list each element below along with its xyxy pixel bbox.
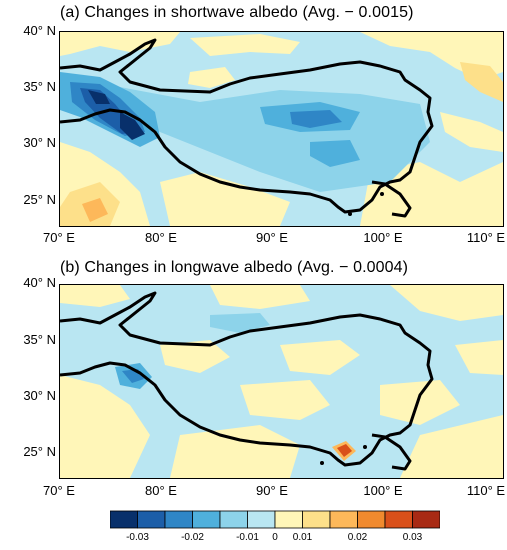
panel-a-title: (a) Changes in shortwave albedo (Avg. − … [60,4,414,21]
panel-b-lon-label: 110° E [466,483,506,498]
colorbar-tick-label: 0 [272,532,278,543]
colorbar-swatch [219,510,248,529]
colorbar-swatch [357,510,386,529]
colorbar-swatch [384,510,413,529]
panel-a-lon-label: 110° E [466,230,506,245]
colorbar-swatch [329,510,358,529]
panel-b-lon-label: 80° E [145,483,177,498]
panel-b-lat-label: 25° N [23,444,56,459]
colorbar-swatch [164,510,193,529]
colorbar-tick-label: 0.02 [347,532,368,543]
colorbar-tick-label: -0.01 [236,532,259,543]
panel-b-lon-label: 90° E [256,483,288,498]
panel-a-lon-label: 80° E [145,230,177,245]
colorbar-swatch [302,510,331,529]
panel-b-lat-label: 30° N [23,388,56,403]
panel-a-lat-label: 35° N [23,79,56,94]
colorbar-swatch [412,510,440,529]
panel-a-contour-field [60,32,503,226]
panel-b-lon-label: 70° E [43,483,75,498]
colorbar [110,510,440,529]
panel-b-map [59,284,504,479]
colorbar-labels: -0.03 -0.02 -0.01 0 0.01 0.02 0.03 [110,532,440,546]
colorbar-swatch [247,510,276,529]
panel-b-lon-label: 100° E [363,483,403,498]
panel-a-lon-label: 90° E [256,230,288,245]
panel-b-lat-label: 40° N [23,275,56,290]
panel-a-lat-label: 30° N [23,135,56,150]
colorbar-swatch [192,510,221,529]
panel-a-lat-label: 25° N [23,192,56,207]
panel-b-title: (b) Changes in longwave albedo (Avg. − 0… [60,259,409,276]
panel-b-lat-label: 35° N [23,332,56,347]
panel-a-map [59,31,504,227]
colorbar-tick-label: 0.01 [292,532,313,543]
panel-a-lon-label: 100° E [363,230,403,245]
colorbar-tick-label: 0.03 [402,532,423,543]
colorbar-tick-label: -0.02 [181,532,204,543]
colorbar-swatch [110,510,138,529]
colorbar-swatch [137,510,166,529]
panel-a-lat-label: 40° N [23,23,56,38]
colorbar-tick-label: -0.03 [126,532,149,543]
panel-b-contour-field [60,285,503,478]
colorbar-swatch [274,510,303,529]
panel-a-lon-label: 70° E [43,230,75,245]
